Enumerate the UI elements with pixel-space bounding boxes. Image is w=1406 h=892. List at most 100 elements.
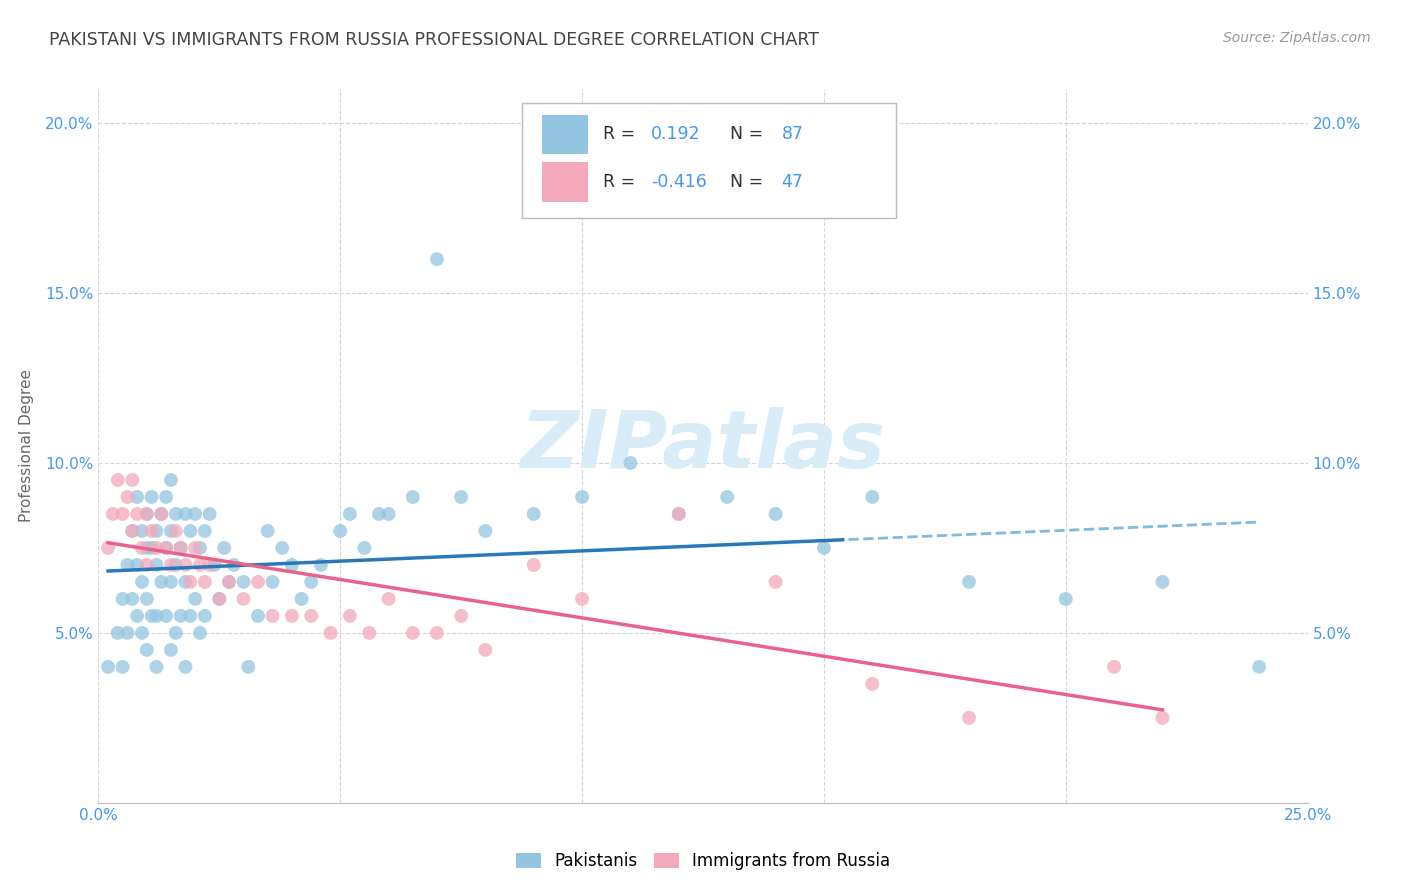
Point [160, 524, 183, 538]
Point [238, 660, 260, 674]
Point [402, 490, 425, 504]
Point [117, 490, 139, 504]
Point [450, 490, 472, 504]
Point [329, 524, 352, 538]
Point [319, 626, 342, 640]
Text: Source: ZipAtlas.com: Source: ZipAtlas.com [1223, 31, 1371, 45]
Point [194, 608, 217, 623]
Point [523, 507, 546, 521]
Point [121, 473, 143, 487]
Point [174, 507, 197, 521]
Point [198, 507, 221, 521]
Point [150, 574, 173, 589]
Point [716, 490, 738, 504]
Point [145, 524, 167, 538]
Point [127, 558, 149, 572]
Point [127, 608, 149, 623]
Point [135, 591, 157, 606]
Point [131, 524, 153, 538]
Point [208, 591, 231, 606]
Point [474, 643, 496, 657]
Point [160, 643, 183, 657]
Point [107, 626, 129, 640]
Point [212, 541, 235, 555]
Legend: Pakistanis, Immigrants from Russia: Pakistanis, Immigrants from Russia [509, 846, 897, 877]
Point [222, 558, 245, 572]
Point [141, 524, 163, 538]
Point [377, 507, 399, 521]
Point [155, 541, 177, 555]
Point [145, 541, 167, 555]
Point [141, 490, 163, 504]
Point [232, 574, 254, 589]
Point [208, 591, 231, 606]
Point [184, 541, 207, 555]
Text: R =: R = [603, 125, 640, 143]
Point [169, 541, 191, 555]
Point [155, 490, 177, 504]
Point [111, 591, 134, 606]
Point [131, 626, 153, 640]
Point [97, 541, 120, 555]
Point [174, 558, 197, 572]
Point [165, 524, 187, 538]
Point [198, 558, 221, 572]
Point [813, 541, 835, 555]
Point [232, 591, 254, 606]
Text: N =: N = [730, 125, 768, 143]
Point [135, 558, 157, 572]
Point [160, 574, 183, 589]
Point [194, 524, 217, 538]
Point [1152, 711, 1174, 725]
Point [169, 541, 191, 555]
Point [188, 541, 211, 555]
Point [111, 660, 134, 674]
Point [127, 507, 149, 521]
Point [179, 574, 201, 589]
Point [165, 507, 187, 521]
Point [1249, 660, 1271, 674]
Point [523, 558, 546, 572]
Point [155, 541, 177, 555]
Text: 0.192: 0.192 [651, 125, 700, 143]
Point [571, 490, 593, 504]
Point [111, 507, 134, 521]
Point [174, 660, 197, 674]
Point [97, 660, 120, 674]
Point [957, 574, 980, 589]
Point [571, 591, 593, 606]
Point [135, 643, 157, 657]
Text: 47: 47 [782, 173, 803, 191]
Point [262, 574, 284, 589]
Point [160, 473, 183, 487]
Point [353, 541, 375, 555]
Point [160, 558, 183, 572]
Point [141, 608, 163, 623]
Point [218, 574, 240, 589]
Point [188, 626, 211, 640]
Point [121, 591, 143, 606]
Text: 87: 87 [782, 125, 804, 143]
Point [194, 574, 217, 589]
Point [131, 541, 153, 555]
Point [368, 507, 391, 521]
Text: ZIPatlas: ZIPatlas [520, 407, 886, 485]
Y-axis label: Professional Degree: Professional Degree [20, 369, 34, 523]
Point [281, 608, 304, 623]
Point [179, 608, 201, 623]
Text: R =: R = [603, 173, 640, 191]
Point [169, 608, 191, 623]
Point [1054, 591, 1077, 606]
FancyBboxPatch shape [543, 114, 588, 153]
Point [247, 608, 270, 623]
Point [127, 490, 149, 504]
Point [860, 677, 883, 691]
Point [256, 524, 278, 538]
Point [668, 507, 690, 521]
Point [339, 608, 361, 623]
Point [174, 574, 197, 589]
Point [247, 574, 270, 589]
FancyBboxPatch shape [522, 103, 897, 218]
Point [121, 524, 143, 538]
Point [135, 507, 157, 521]
